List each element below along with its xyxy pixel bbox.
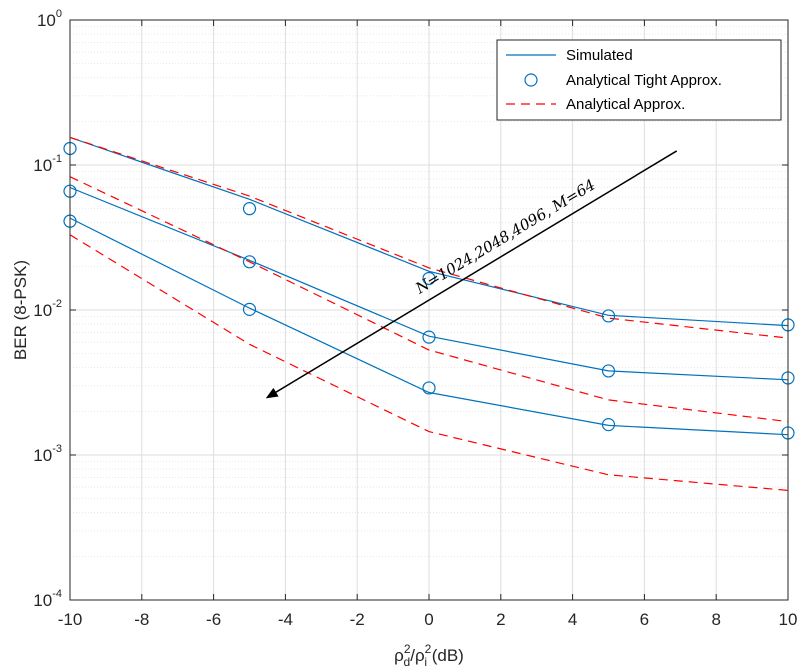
x-tick-label: 2 <box>496 610 505 629</box>
legend: Simulated Analytical Tight Approx. Analy… <box>496 39 782 121</box>
data-point-tight <box>601 364 616 378</box>
series-line-approx <box>70 234 788 491</box>
x-label-sup-d: 2 <box>404 642 411 656</box>
data-point-tight <box>601 418 616 432</box>
x-ticks: -10 -8 -6 -4 -2 0 2 4 6 8 10 <box>58 20 797 629</box>
x-label-sup-i: 2 <box>425 642 432 656</box>
series-line-approx <box>70 176 788 423</box>
x-tick-label: -10 <box>58 610 83 629</box>
legend-swatch-tight <box>524 73 538 87</box>
y-tick-label: 10-1 <box>33 153 62 175</box>
y-tick-label: 10-3 <box>33 443 62 465</box>
legend-label-simulated: Simulated <box>566 47 633 64</box>
series-layer <box>70 136 788 491</box>
data-point-tight <box>422 271 436 286</box>
x-label-rho-d: ρ <box>394 646 404 665</box>
data-point-tight <box>242 302 257 316</box>
x-tick-label: 0 <box>424 610 433 629</box>
y-tick-exponent: -1 <box>52 153 62 165</box>
x-label-sub-d: d <box>404 655 411 668</box>
y-tick-exponent: 0 <box>56 8 62 20</box>
legend-box <box>496 39 782 121</box>
y-tick-exponent: -2 <box>52 298 62 310</box>
series-line-simulated <box>70 217 788 436</box>
y-tick-base: 10 <box>33 301 52 320</box>
y-tick-label: 10-4 <box>33 588 62 610</box>
y-axis-label: BER (8-PSK) <box>11 260 30 360</box>
series-line-simulated <box>70 186 788 381</box>
y-tick-exponent: -3 <box>52 443 62 455</box>
legend-label-approx: Analytical Approx. <box>566 96 685 113</box>
series-line-approx <box>70 136 788 339</box>
x-axis-label: ρ2 d/ρ2 i (dB) <box>394 642 464 668</box>
x-label-sub-i: i <box>424 655 427 668</box>
x-tick-label: -8 <box>134 610 149 629</box>
x-tick-label: 8 <box>711 610 720 629</box>
x-tick-label: 10 <box>779 610 797 629</box>
x-tick-label: -4 <box>278 610 293 629</box>
x-label-rho-i: ρ <box>415 646 425 665</box>
data-point-tight <box>242 255 257 269</box>
x-label-units: (dB) <box>427 646 464 665</box>
x-tick-label: 6 <box>640 610 649 629</box>
data-point-tight <box>422 381 436 395</box>
grid <box>69 19 789 601</box>
y-tick-label: 100 <box>37 8 62 30</box>
y-axis-title: BER (8-PSK) <box>11 260 30 360</box>
data-point-tight <box>601 309 616 323</box>
y-tick-base: 10 <box>33 156 52 175</box>
annotation-arrow <box>265 150 678 399</box>
x-tick-label: -2 <box>350 610 365 629</box>
x-tick-label: 4 <box>568 610 577 629</box>
y-tick-exponent: -4 <box>52 588 62 600</box>
y-tick-base: 10 <box>33 446 52 465</box>
y-tick-base: 10 <box>37 11 56 30</box>
data-point-tight <box>422 330 436 344</box>
y-tick-base: 10 <box>33 591 52 610</box>
x-label-slash: / <box>410 646 415 665</box>
x-tick-label: -6 <box>206 610 221 629</box>
data-point-tight <box>242 202 257 216</box>
legend-label-tight: Analytical Tight Approx. <box>566 72 722 89</box>
series-line-simulated <box>70 136 788 327</box>
y-tick-label: 10-2 <box>33 298 62 320</box>
